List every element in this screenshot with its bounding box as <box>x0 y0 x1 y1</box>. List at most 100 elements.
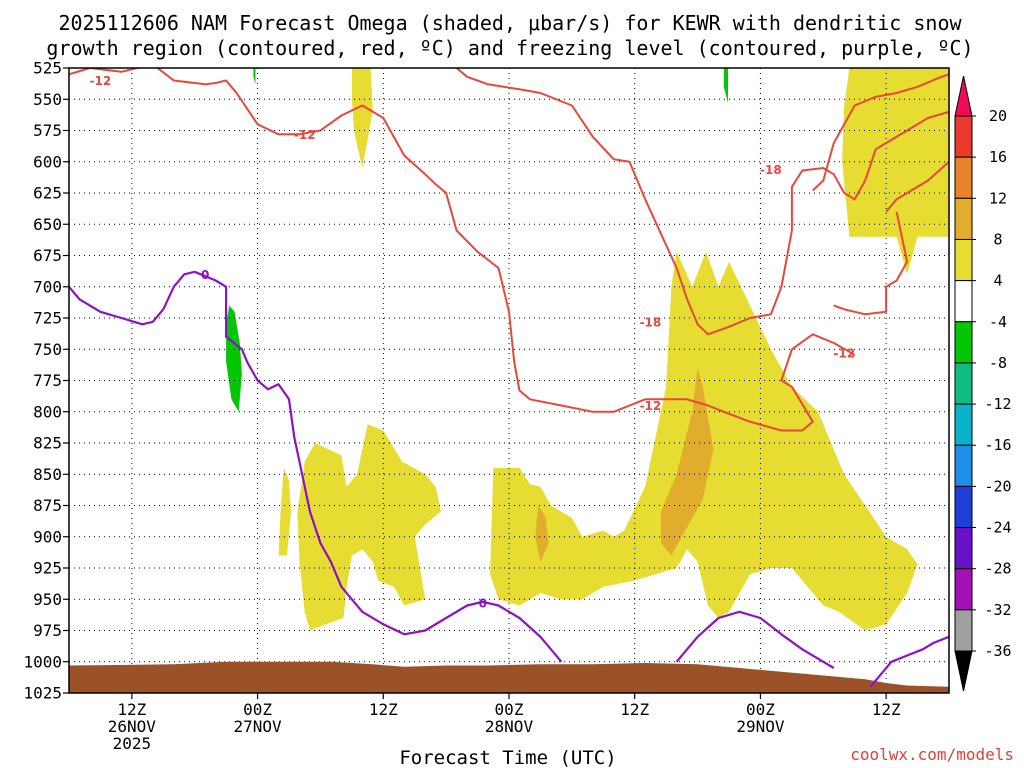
dgz-contour-4 <box>833 211 909 316</box>
contour-label-2: -18 <box>640 315 662 329</box>
omega-region-yellow-2 <box>297 424 441 631</box>
y-tick-label: 800 <box>33 402 62 421</box>
omega-region-green-7 <box>226 305 242 412</box>
y-tick-label: 850 <box>33 465 62 484</box>
colorbar-label: -36 <box>984 642 1011 660</box>
x-tick-label: 28NOV <box>485 717 534 736</box>
y-tick-label: 925 <box>33 559 62 578</box>
colorbar-band <box>954 485 973 529</box>
contour-label-0: -12 <box>90 74 112 88</box>
y-axis: 525 550 575 600 625 650 675 700 725 750 775 800 825 8… <box>23 59 69 703</box>
colorbar-band <box>954 238 973 282</box>
colorbar-bottom-arrow <box>954 650 973 692</box>
ground-fill <box>69 661 949 693</box>
x-tick-label: 12Z <box>369 700 398 719</box>
colorbar-band <box>954 362 973 405</box>
contour-label-7: 0 <box>479 597 487 611</box>
colorbar-band <box>954 115 973 158</box>
colorbar-label: -28 <box>984 560 1011 578</box>
colorbar-top-arrow <box>954 75 973 117</box>
x-tick-label: 00Z <box>495 700 524 719</box>
y-tick-label: 725 <box>33 309 62 328</box>
y-tick-label: 650 <box>33 215 62 234</box>
y-tick-label: 875 <box>33 496 62 515</box>
y-tick-label: 950 <box>33 590 62 609</box>
x-tick-label: 12Z <box>620 700 649 719</box>
colorbar-label: -4 <box>989 313 1007 331</box>
ground-surface <box>69 661 949 693</box>
y-tick-label: 900 <box>33 527 62 546</box>
y-tick-label: 700 <box>33 277 62 296</box>
y-tick-label: 600 <box>33 152 62 171</box>
x-axis-title: Forecast Time (UTC) <box>399 747 616 768</box>
x-tick-label: 00Z <box>243 700 272 719</box>
dgz-contour-1 <box>455 68 949 336</box>
freezing-level-contour-5 <box>69 270 563 663</box>
contours <box>69 68 949 688</box>
contour-label-4: -12 <box>640 399 662 413</box>
y-tick-label: 550 <box>33 90 62 109</box>
omega-region-green-9 <box>723 68 728 103</box>
omega-region-green-8 <box>253 68 256 85</box>
colorbar-band <box>954 280 973 323</box>
colorbar-band <box>954 527 973 570</box>
colorbar-label: 16 <box>989 148 1007 166</box>
y-tick-label: 825 <box>33 434 62 453</box>
y-tick-label: 525 <box>33 59 62 78</box>
freezing-level-contour-7 <box>869 635 949 688</box>
colorbar-label: 4 <box>993 272 1002 290</box>
chart-title-line-2: growth region (contoured, red, ºC) and f… <box>46 36 973 60</box>
colorbar-label: -8 <box>989 354 1007 372</box>
colorbar-label: 20 <box>989 107 1007 125</box>
colorbar: 20 16 12 8 4 -4 -8 -12 -16 -20 -24 -28 -32 -36 <box>954 75 1012 692</box>
colorbar-label: 12 <box>989 189 1007 207</box>
colorbar-band <box>954 568 973 611</box>
colorbar-label: -16 <box>984 436 1011 454</box>
y-tick-label: 1025 <box>23 684 62 703</box>
chart-title-line-1: 2025112606 NAM Forecast Omega (shaded, μ… <box>58 11 962 35</box>
colorbar-band <box>954 403 973 446</box>
y-tick-label: 750 <box>33 340 62 359</box>
contour-label-3: -18 <box>760 163 782 177</box>
colorbar-label: -24 <box>984 519 1011 537</box>
x-tick-label: 12Z <box>117 700 146 719</box>
y-tick-label: 975 <box>33 621 62 640</box>
dgz-contour-0 <box>69 68 856 432</box>
grid <box>69 68 949 693</box>
colorbar-band <box>954 609 973 652</box>
colorbar-band <box>954 156 973 199</box>
colorbar-label: 8 <box>993 230 1002 248</box>
colorbar-band <box>954 321 973 364</box>
x-tick-label: 27NOV <box>233 717 282 736</box>
dgz-contour-3 <box>885 161 949 213</box>
x-tick-label: 29NOV <box>736 717 785 736</box>
colorbar-band <box>954 444 973 487</box>
omega-shading <box>226 68 949 631</box>
contour-labels: -12 -12 -18 -18 -12 -12 0 0 <box>90 74 855 611</box>
omega-region-yellow-0 <box>351 68 373 168</box>
x-tick-label: 12Z <box>872 700 901 719</box>
y-tick-label: 775 <box>33 371 62 390</box>
dgz-contour-2 <box>812 73 949 192</box>
omega-region-orange-6 <box>535 505 549 562</box>
colorbar-label: -20 <box>984 477 1011 495</box>
y-tick-label: 625 <box>33 184 62 203</box>
colorbar-label: -32 <box>984 601 1011 619</box>
contour-label-6: 0 <box>201 268 209 282</box>
y-tick-label: 575 <box>33 121 62 140</box>
freezing-level-contour-6 <box>675 610 835 669</box>
colorbar-band <box>954 197 973 240</box>
omega-region-orange-5 <box>660 368 714 556</box>
x-tick-label: 26NOV <box>108 717 157 736</box>
y-tick-label: 675 <box>33 246 62 265</box>
x-tick-label: 00Z <box>746 700 775 719</box>
credit-text: coolwx.com/models <box>850 745 1014 764</box>
colorbar-label: -12 <box>984 395 1011 413</box>
plot-area: -12 -12 -18 -18 -12 -12 0 0 <box>68 67 950 694</box>
contour-label-1: -12 <box>294 128 316 142</box>
omega-region-yellow-3 <box>278 468 292 556</box>
contour-label-5: -12 <box>833 347 855 361</box>
omega-region-yellow-1 <box>842 68 949 275</box>
